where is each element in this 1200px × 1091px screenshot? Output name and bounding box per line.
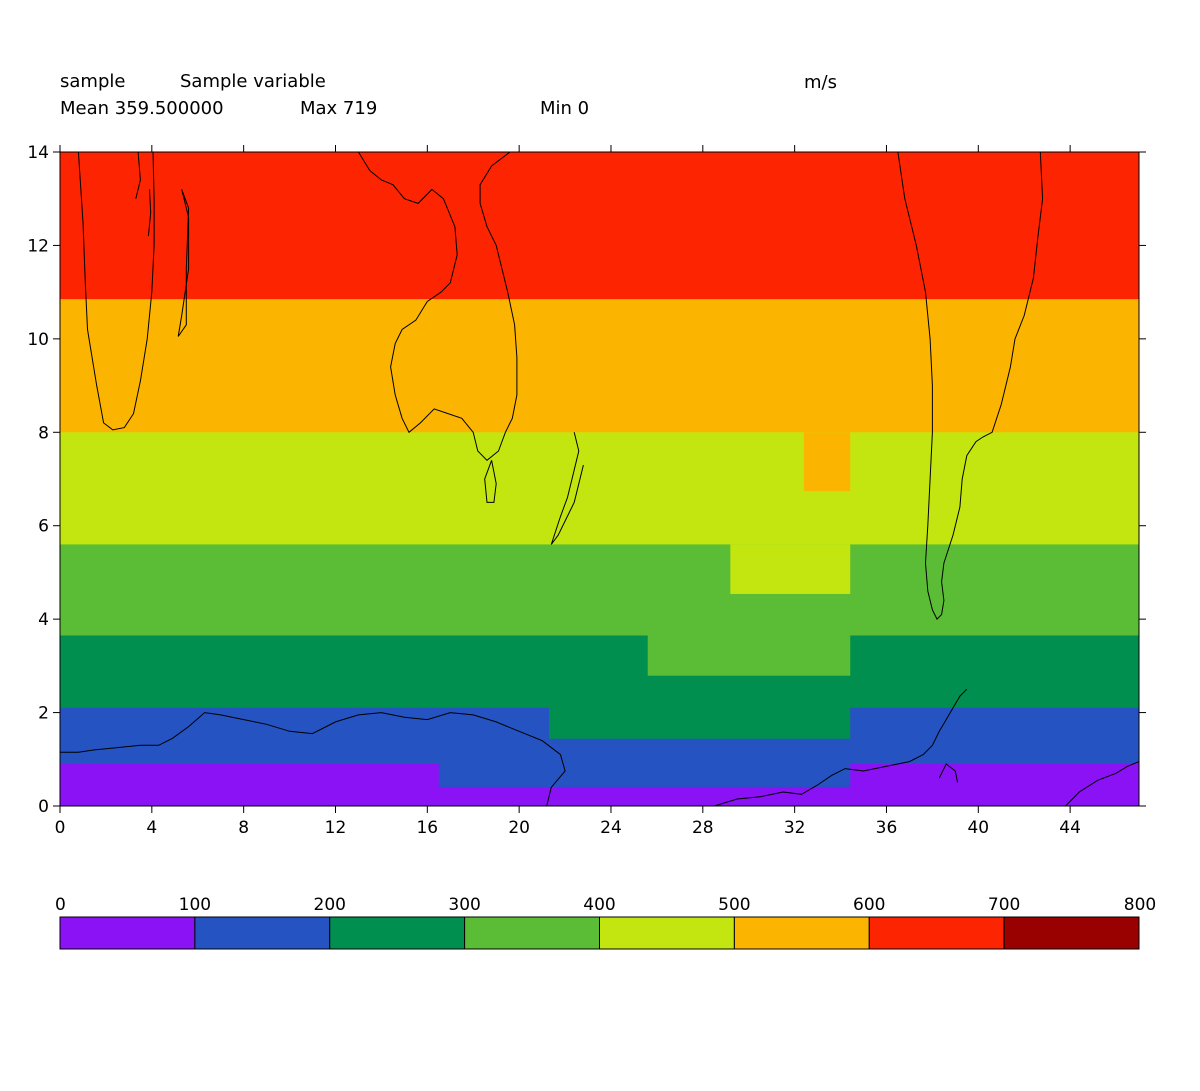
min-stat: Min 0	[540, 98, 590, 119]
colorbar-label-6: 600	[853, 895, 885, 915]
colorbar-label-3: 300	[448, 895, 480, 915]
coastline-3	[147, 189, 152, 237]
colorbar-label-7: 700	[988, 895, 1020, 915]
field-region-7	[647, 635, 851, 676]
x-tick-label-7: 28	[692, 818, 714, 838]
colorbar-label-0: 0	[55, 895, 66, 915]
plot-frame	[59, 151, 1140, 807]
x-tick-label-0: 0	[55, 818, 66, 838]
field-region-3	[803, 432, 851, 492]
y-tick-label-5: 10	[27, 330, 49, 350]
colorbar-swatch-2	[329, 916, 466, 950]
coastline-5	[484, 460, 497, 503]
field-region-5	[730, 544, 851, 594]
x-tick-label-9: 36	[876, 818, 898, 838]
field-regions	[60, 152, 1139, 806]
x-tick-label-5: 20	[508, 818, 530, 838]
x-tick-label-8: 32	[784, 818, 806, 838]
colorbar-label-5: 500	[718, 895, 750, 915]
mean-stat: Mean 359.500000	[60, 98, 224, 119]
y-tick-label-1: 2	[38, 704, 49, 724]
coastline-2	[135, 152, 141, 199]
coastline-10	[938, 763, 959, 783]
coastline-11	[1065, 761, 1139, 806]
units-label: m/s	[804, 72, 837, 93]
colorbar-swatch-7	[1003, 916, 1140, 950]
colorbar-label-1: 100	[179, 895, 211, 915]
coastline-4	[357, 152, 518, 461]
coastline-6	[550, 432, 584, 545]
colorbar-swatch-6	[868, 916, 1005, 950]
coastlines	[60, 152, 1139, 806]
x-tick-label-10: 40	[967, 818, 989, 838]
colorbar-label-2: 200	[314, 895, 346, 915]
colorbar: 0 100 200 300 400 500 600 700 800	[55, 895, 1156, 950]
colorbar-swatch-3	[464, 916, 600, 950]
colorbar-swatch-0	[59, 916, 196, 950]
coastline-1	[177, 189, 190, 337]
field-region-11	[438, 763, 851, 787]
x-tick-label-11: 44	[1059, 818, 1081, 838]
x-tick-label-4: 16	[416, 818, 438, 838]
colorbar-swatch-5	[733, 916, 870, 950]
colorbar-label-8: 800	[1124, 895, 1156, 915]
colorbar-swatch-4	[599, 916, 735, 950]
coastline-8	[60, 712, 566, 806]
x-tick-label-2: 8	[238, 818, 249, 838]
coastline-9	[714, 688, 968, 806]
variable-label: Sample variable	[180, 71, 326, 92]
coastline-0	[77, 152, 155, 431]
y-tick-label-7: 14	[27, 143, 49, 163]
x-tick-label-3: 12	[325, 818, 347, 838]
y-tick-label-2: 4	[38, 610, 49, 630]
y-tick-label-6: 12	[27, 236, 49, 256]
max-stat: Max 719	[300, 98, 378, 119]
coastline-7	[897, 152, 1044, 620]
x-tick-label-1: 4	[146, 818, 157, 838]
y-tick-label-0: 0	[38, 797, 49, 817]
y-tick-label-4: 8	[38, 423, 49, 443]
x-tick-label-6: 24	[600, 818, 622, 838]
y-tick-label-3: 6	[38, 517, 49, 537]
colorbar-label-4: 400	[583, 895, 615, 915]
dataset-label: sample	[60, 71, 126, 92]
field-region-9	[548, 707, 851, 739]
colorbar-swatch-1	[194, 916, 331, 950]
